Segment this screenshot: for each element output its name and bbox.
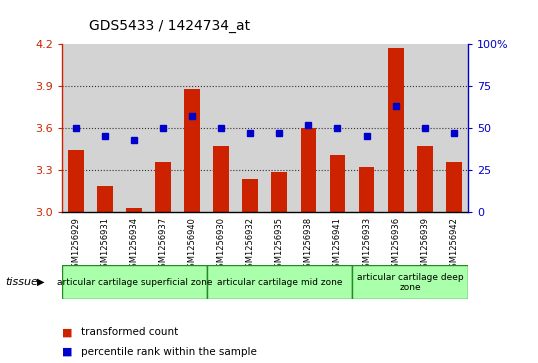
Bar xyxy=(352,265,468,299)
Bar xyxy=(301,128,316,212)
Bar xyxy=(155,162,172,212)
Bar xyxy=(236,44,265,212)
Bar xyxy=(178,44,207,212)
Bar xyxy=(294,44,323,212)
Text: tissue: tissue xyxy=(5,277,38,287)
Bar xyxy=(323,44,352,212)
Bar xyxy=(207,265,352,299)
Bar xyxy=(126,208,143,212)
Bar xyxy=(410,44,439,212)
Text: ■: ■ xyxy=(62,327,73,337)
Bar xyxy=(97,185,114,212)
Bar xyxy=(120,44,149,212)
Text: articular cartilage superficial zone: articular cartilage superficial zone xyxy=(56,278,212,287)
Bar xyxy=(381,44,410,212)
Bar xyxy=(214,146,229,212)
Bar xyxy=(352,44,381,212)
Bar xyxy=(439,44,468,212)
Bar xyxy=(207,44,236,212)
Bar xyxy=(387,48,404,212)
Text: ▶: ▶ xyxy=(37,277,44,287)
Bar xyxy=(62,44,91,212)
Text: ■: ■ xyxy=(62,347,73,357)
Bar xyxy=(416,146,433,212)
Bar xyxy=(243,179,258,212)
Bar xyxy=(265,44,294,212)
Text: articular cartilage deep
zone: articular cartilage deep zone xyxy=(357,273,463,292)
Bar xyxy=(185,89,201,212)
Bar xyxy=(68,150,84,212)
Bar xyxy=(149,44,178,212)
Text: transformed count: transformed count xyxy=(81,327,178,337)
Bar xyxy=(62,265,207,299)
Bar xyxy=(358,167,374,212)
Bar xyxy=(91,44,120,212)
Bar xyxy=(272,172,287,212)
Text: articular cartilage mid zone: articular cartilage mid zone xyxy=(217,278,342,287)
Bar xyxy=(329,155,345,212)
Text: GDS5433 / 1424734_at: GDS5433 / 1424734_at xyxy=(89,19,250,33)
Text: percentile rank within the sample: percentile rank within the sample xyxy=(81,347,257,357)
Bar xyxy=(445,162,462,212)
